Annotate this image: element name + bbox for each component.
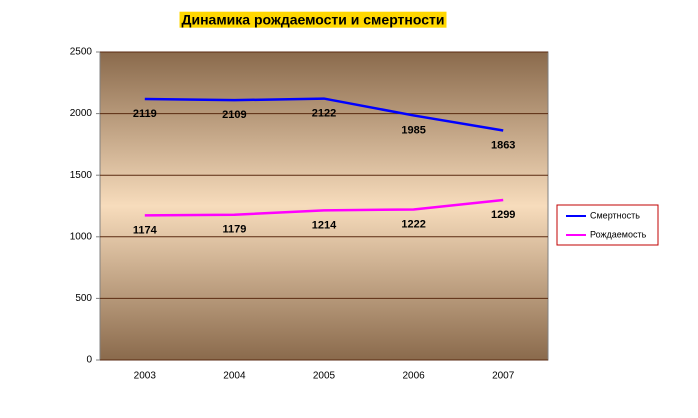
line-series (144, 198, 504, 217)
y-tick-label: 2500 (70, 47, 93, 58)
data-label: 1174 (133, 224, 158, 236)
y-tick-label: 500 (75, 293, 92, 304)
plot-area (99, 51, 549, 361)
legend-label: Рождаемость (590, 229, 647, 239)
y-tick-label: 0 (86, 355, 92, 366)
x-tick-label: 2005 (313, 371, 336, 382)
data-label: 2122 (312, 107, 336, 119)
data-label: 1985 (401, 124, 425, 136)
data-label: 1179 (222, 224, 246, 236)
x-tick-label: 2004 (223, 371, 246, 382)
line-series (144, 97, 504, 132)
chart-title: Динамика рождаемости и смертности (182, 12, 445, 28)
data-label: 1222 (401, 218, 425, 230)
y-tick-label: 1500 (70, 170, 93, 181)
title-highlight (179, 11, 447, 28)
y-tick-label: 2000 (70, 108, 93, 119)
x-tick-label: 2003 (134, 371, 157, 382)
data-label: 2109 (222, 109, 246, 121)
y-tick-label: 1000 (70, 231, 93, 242)
legend-label: Смертность (590, 210, 640, 220)
legend (556, 204, 659, 246)
data-label: 1299 (491, 209, 515, 221)
x-tick-label: 2006 (402, 371, 425, 382)
data-label: 2119 (133, 108, 157, 120)
x-tick-label: 2007 (492, 371, 515, 382)
data-label: 1863 (491, 139, 515, 151)
data-label: 1214 (312, 219, 337, 231)
